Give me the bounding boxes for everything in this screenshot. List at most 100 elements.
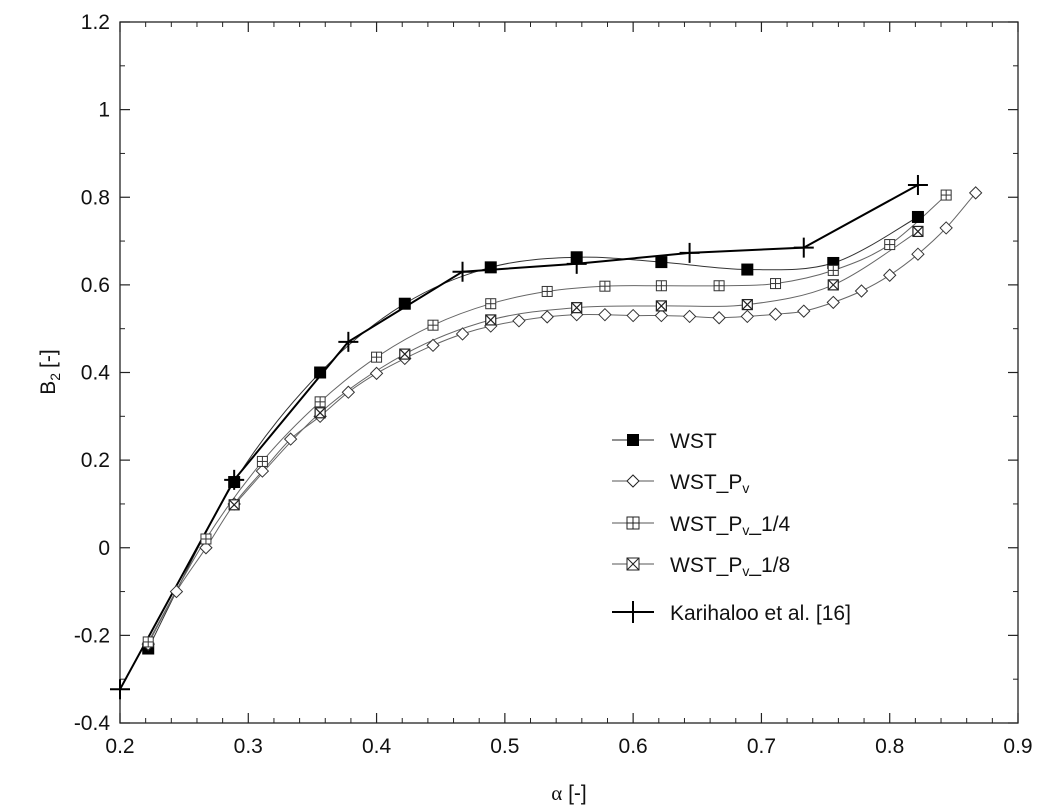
- marker-square-plus: [485, 298, 497, 310]
- marker-plus: [907, 174, 928, 195]
- marker-square-plus: [770, 278, 782, 290]
- marker-plus: [224, 469, 245, 490]
- legend-label-karihaloo: Karihaloo et al. [16]: [670, 602, 851, 625]
- marker-open-diamond: [939, 221, 953, 235]
- series-2-markers: [142, 189, 952, 648]
- marker-plus: [110, 679, 130, 700]
- legend: WST WST_Pv WST_Pv_1/4 WST_Pv_1/8 Karihal…: [612, 430, 851, 625]
- marker-open-diamond: [540, 310, 554, 324]
- series-1-curve: [147, 192, 977, 645]
- legend-label-wst-pv-1-8: WST_Pv_1/8: [670, 554, 790, 579]
- marker-open-diamond: [369, 366, 384, 381]
- legend-label-wst-pv-1-4-sub: v: [742, 522, 749, 538]
- legend-label-wst-pv: WST_Pv: [670, 471, 749, 496]
- marker-square-plus: [827, 264, 839, 276]
- marker-open-diamond: [854, 284, 869, 298]
- y-tick-label: 0.6: [81, 274, 110, 297]
- marker-open-diamond: [682, 309, 697, 324]
- series-2-curve: [147, 194, 947, 643]
- y-tick-label: -0.2: [74, 624, 110, 647]
- marker-square-plus: [940, 189, 952, 201]
- marker-open-diamond: [283, 432, 298, 446]
- legend-item-karihaloo: Karihaloo et al. [16]: [612, 601, 851, 625]
- series-1-markers: [141, 186, 983, 651]
- x-axis-symbol: α: [551, 781, 562, 805]
- marker-square-plus: [256, 455, 268, 467]
- legend-label-wst-pv-1-4: WST_Pv_1/4: [670, 513, 791, 538]
- marker-filled-square: [314, 366, 327, 379]
- marker-open-diamond: [826, 295, 840, 310]
- ticks: [119, 21, 1019, 724]
- y-axis-label: B2 [-]: [37, 349, 63, 394]
- y-tick-label: 0.4: [81, 362, 111, 385]
- plot-frame: [119, 21, 1019, 724]
- series-markers: [110, 174, 983, 700]
- marker-open-diamond: [968, 186, 983, 200]
- marker-square-plus: [713, 280, 725, 292]
- marker-square-x: [571, 302, 583, 314]
- legend-label-wst-pv-1-8-base: WST_P: [670, 554, 742, 577]
- marker-open-diamond: [455, 327, 470, 341]
- marker-filled-square: [398, 297, 411, 310]
- y-tick-label: -0.4: [74, 712, 111, 735]
- marker-square-plus: [142, 636, 154, 648]
- marker-filled-square: [911, 210, 924, 223]
- marker-square-x: [399, 348, 411, 360]
- legend-label-wst-pv-sub: v: [742, 480, 749, 496]
- y-tick-label: 0.2: [81, 449, 110, 472]
- legend-label-wst: WST: [670, 430, 717, 453]
- marker-square-plus: [200, 533, 212, 545]
- x-axis-label: α [-]: [551, 781, 587, 805]
- marker-open-diamond: [911, 247, 925, 261]
- marker-square-x: [741, 298, 753, 311]
- series-4-line: [119, 184, 919, 690]
- legend-item-wst-pv-1-4: WST_Pv_1/4: [612, 513, 791, 538]
- tick-labels: 0.2 0.3 0.4 0.5 0.6 0.7 0.8 0.9 -0.4 -0.2 0 0.2 0.4 0…: [74, 11, 1033, 758]
- marker-open-diamond: [883, 268, 897, 282]
- marker-open-diamond: [341, 385, 356, 399]
- marker-open-diamond: [768, 307, 783, 321]
- x-tick-label: 0.3: [234, 735, 263, 758]
- marker-square-x: [485, 314, 497, 326]
- marker-filled-square: [655, 256, 668, 269]
- legend-label-wst-pv-1-4-suffix: _1/4: [748, 513, 790, 536]
- legend-item-wst-pv: WST_Pv: [612, 471, 749, 496]
- x-tick-label: 0.8: [875, 735, 904, 758]
- marker-open-diamond: [426, 338, 440, 353]
- series-0-curve: [147, 216, 919, 649]
- marker-plus: [452, 261, 473, 282]
- x-axis-unit: [-]: [568, 782, 587, 805]
- marker-open-diamond: [626, 308, 640, 323]
- legend-label-wst-pv-1-4-base: WST_P: [670, 513, 742, 536]
- marker-square-x: [228, 499, 240, 511]
- x-tick-label: 0.9: [1003, 735, 1032, 758]
- marker-plus: [338, 331, 359, 352]
- marker-plus: [793, 237, 814, 258]
- x-tick-label: 0.7: [747, 735, 776, 758]
- y-tick-label: 0: [98, 537, 110, 560]
- marker-square-plus: [884, 239, 896, 251]
- y-axis-subscript: 2: [47, 373, 63, 381]
- series-4-markers: [110, 174, 928, 700]
- x-tick-label: 0.5: [490, 735, 519, 758]
- marker-square-x: [655, 300, 667, 312]
- y-tick-label: 1: [98, 99, 110, 122]
- marker-square-x: [827, 279, 839, 291]
- marker-open-diamond: [598, 307, 612, 322]
- marker-plus: [679, 242, 700, 263]
- marker-square-plus: [599, 280, 611, 292]
- y-tick-label: 0.8: [81, 186, 110, 209]
- marker-open-diamond: [512, 314, 526, 328]
- y-tick-label: 1.2: [81, 11, 110, 34]
- marker-square-plus: [541, 285, 553, 297]
- marker-square-plus: [314, 396, 326, 408]
- marker-open-diamond: [255, 464, 270, 478]
- marker-square-plus: [427, 319, 439, 331]
- y-axis-unit: [-]: [37, 349, 60, 368]
- marker-filled-square: [484, 261, 497, 274]
- legend-item-wst: WST: [612, 430, 717, 453]
- y-axis-main: B: [37, 381, 60, 395]
- marker-plus: [566, 253, 587, 274]
- marker-open-diamond: [740, 309, 755, 324]
